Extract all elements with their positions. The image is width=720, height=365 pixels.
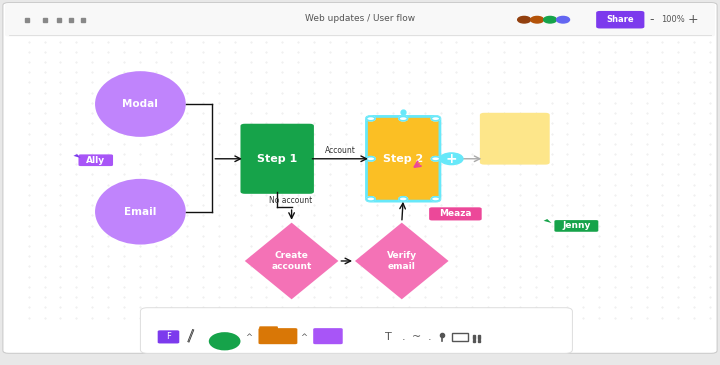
- Text: .: .: [427, 332, 431, 342]
- FancyBboxPatch shape: [240, 124, 314, 194]
- FancyBboxPatch shape: [3, 3, 717, 353]
- Text: ~: ~: [412, 332, 420, 342]
- Text: Modal: Modal: [122, 99, 158, 109]
- FancyBboxPatch shape: [480, 113, 550, 165]
- Text: Create
account: Create account: [271, 251, 312, 271]
- Polygon shape: [355, 223, 449, 299]
- Polygon shape: [245, 223, 338, 299]
- Text: T: T: [385, 332, 392, 342]
- Circle shape: [431, 116, 440, 121]
- FancyBboxPatch shape: [554, 220, 598, 232]
- Circle shape: [366, 197, 375, 201]
- FancyBboxPatch shape: [596, 11, 644, 28]
- Text: Step 2: Step 2: [383, 154, 423, 164]
- Text: Jenny: Jenny: [562, 222, 590, 230]
- Text: +: +: [446, 152, 457, 166]
- Circle shape: [431, 197, 440, 201]
- Text: .: .: [401, 332, 405, 342]
- Ellipse shape: [95, 71, 186, 137]
- FancyBboxPatch shape: [429, 207, 482, 220]
- Circle shape: [366, 157, 375, 161]
- Text: +: +: [688, 13, 698, 26]
- Ellipse shape: [95, 179, 186, 245]
- Text: Share: Share: [607, 15, 634, 24]
- Text: 100%: 100%: [662, 15, 685, 24]
- Text: No account: No account: [269, 196, 312, 205]
- Text: Web updates / User flow: Web updates / User flow: [305, 15, 415, 23]
- Text: ^: ^: [245, 333, 252, 342]
- Text: Meaza: Meaza: [439, 210, 472, 218]
- FancyBboxPatch shape: [158, 330, 179, 343]
- Text: Account: Account: [325, 146, 356, 154]
- Polygon shape: [544, 219, 552, 223]
- FancyBboxPatch shape: [140, 308, 572, 353]
- Text: Ally: Ally: [86, 156, 105, 165]
- Circle shape: [518, 16, 531, 23]
- Text: Verify
email: Verify email: [387, 251, 417, 271]
- FancyBboxPatch shape: [313, 328, 343, 344]
- Circle shape: [557, 16, 570, 23]
- Ellipse shape: [209, 332, 240, 350]
- Circle shape: [399, 197, 408, 201]
- Text: Step 1: Step 1: [257, 154, 297, 164]
- Polygon shape: [73, 154, 81, 158]
- Circle shape: [531, 16, 544, 23]
- FancyBboxPatch shape: [259, 326, 278, 332]
- FancyBboxPatch shape: [366, 116, 440, 201]
- FancyBboxPatch shape: [78, 154, 113, 166]
- Circle shape: [399, 116, 408, 121]
- Text: ^: ^: [300, 333, 307, 342]
- Circle shape: [440, 153, 463, 165]
- Circle shape: [431, 157, 440, 161]
- FancyBboxPatch shape: [258, 328, 297, 344]
- FancyBboxPatch shape: [5, 4, 715, 36]
- Text: F: F: [166, 333, 171, 341]
- Text: -: -: [649, 13, 654, 26]
- Circle shape: [366, 116, 375, 121]
- Circle shape: [544, 16, 557, 23]
- Text: Email: Email: [125, 207, 156, 217]
